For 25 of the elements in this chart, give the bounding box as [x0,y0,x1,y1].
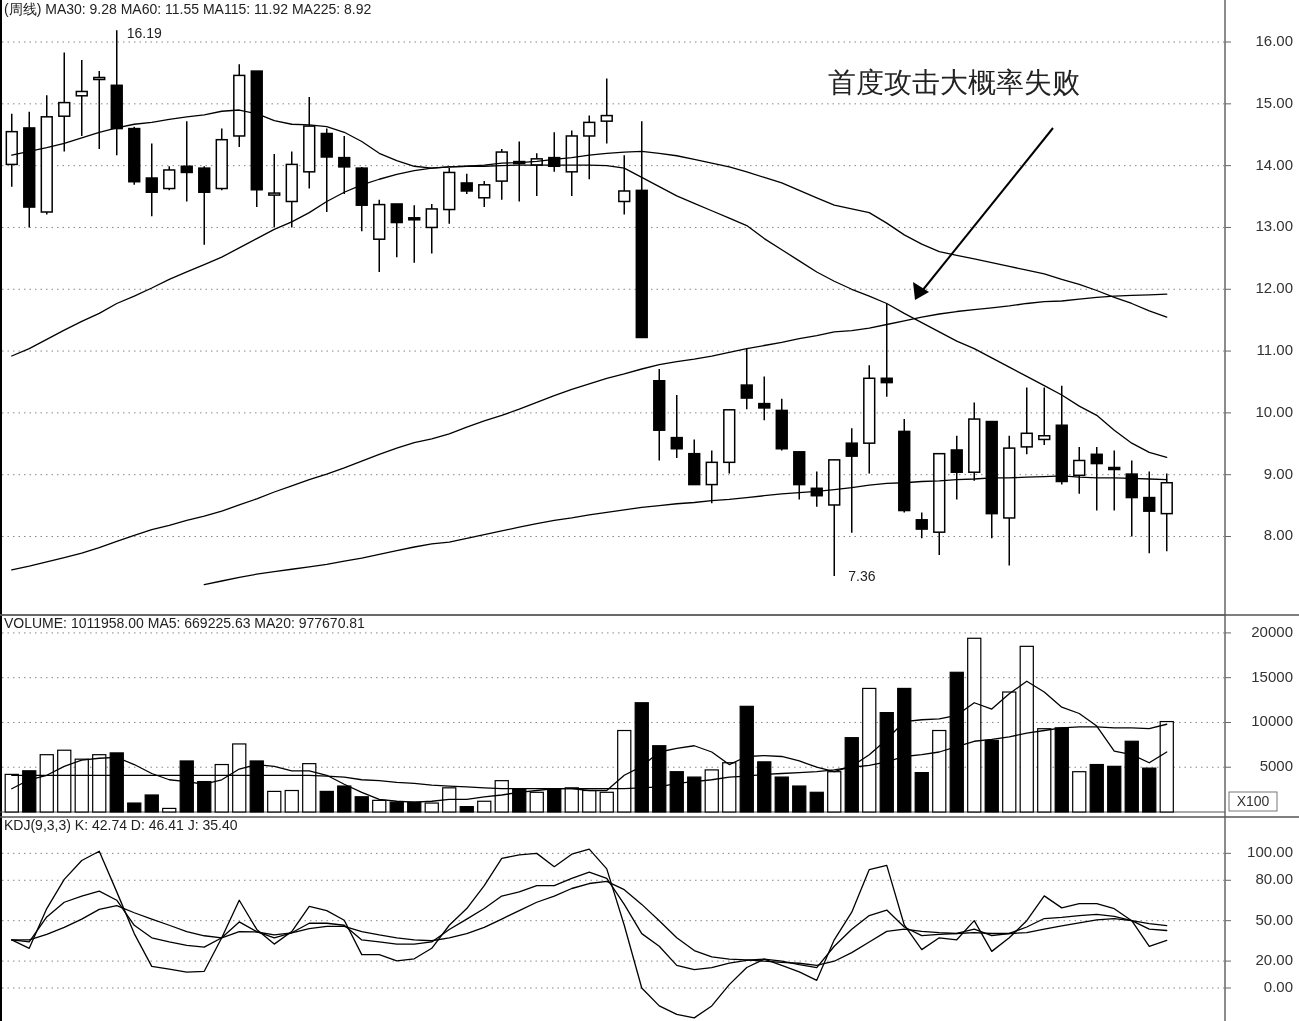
y-tick-label: 13.00 [1255,217,1293,235]
y-tick-label: 11.00 [1256,341,1293,359]
y-tick-label: 80.00 [1255,870,1293,888]
y-tick-label: 0.00 [1263,977,1293,995]
y-tick-label: 15.00 [1255,93,1293,111]
text: X100 [1236,792,1270,809]
chart-title: (周线) MA30: 9.28 MA60: 11.55 MA115: 11.92 MA225: 8.92 [4,1,372,17]
chart-title: KDJ(9,3,3) K: 42.74 D: 46.41 J: 35.40 [4,817,238,833]
y-tick-label: 15000 [1251,667,1293,685]
y-tick-label: 16.00 [1255,32,1293,49]
y-tick-label: 10000 [1251,712,1293,730]
y-tick-label: 10.00 [1255,402,1293,420]
y-tick-label: 12.00 [1255,279,1293,297]
chart-title: VOLUME: 1011958.00 MA5: 669225.63 MA20: 977670.81 [4,615,366,631]
annotation: 首度攻击大概率失败 [828,67,1080,98]
y-tick-label: 20000 [1251,622,1293,640]
annotation: 7.36 [848,568,876,585]
y-tick-label: 5000 [1259,757,1293,775]
y-tick-label: 20.00 [1255,951,1293,969]
annotation: 16.19 [126,25,162,42]
y-tick-label: 100.00 [1247,843,1293,861]
y-tick-label: 9.00 [1263,464,1293,482]
y-tick-label: 50.00 [1255,910,1293,928]
y-tick-label: 14.00 [1255,155,1293,173]
y-tick-label: 8.00 [1263,526,1293,544]
